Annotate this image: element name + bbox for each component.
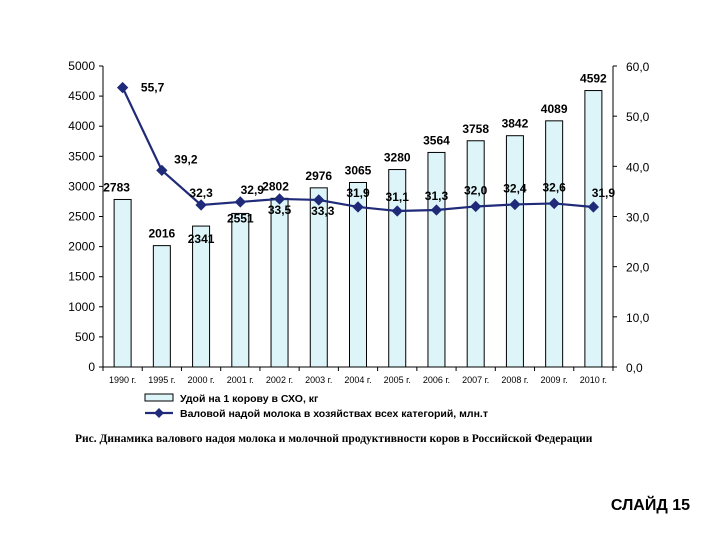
- left-tick-label: 1500: [68, 270, 95, 284]
- x-tick-label: 2004 г.: [344, 375, 371, 385]
- bar: [427, 151, 446, 368]
- x-tick-label: 2008 г.: [501, 375, 528, 385]
- right-tick-label: 60,0: [626, 60, 650, 74]
- bar-data-label: 3758: [462, 122, 489, 136]
- x-tick-label: 2002 г.: [266, 375, 293, 385]
- right-tick-label: 30,0: [626, 211, 650, 225]
- bar-data-label: 2341: [188, 232, 215, 246]
- line-data-label: 39,2: [174, 152, 198, 166]
- bar: [231, 212, 250, 368]
- line-data-label: 32,0: [464, 183, 488, 197]
- left-tick-label: 4000: [68, 119, 95, 133]
- right-tick-label: 40,0: [626, 160, 650, 174]
- bar: [545, 120, 564, 368]
- bar-data-label: 3280: [384, 151, 411, 165]
- right-tick-label: 50,0: [626, 110, 650, 124]
- bar-data-label: 2783: [103, 180, 130, 194]
- line-data-label: 31,1: [386, 190, 410, 204]
- bar: [270, 197, 289, 368]
- x-tick-label: 2009 г.: [541, 375, 568, 385]
- left-tick-label: 2000: [68, 240, 95, 254]
- line-marker: [313, 194, 325, 206]
- x-tick-label: 2000 г.: [187, 375, 214, 385]
- axes-layer: 0 500 1000 1500 2000 2500 3000 3500 4000 4500 5000…: [68, 59, 649, 385]
- x-tick-label: 2007 г.: [462, 375, 489, 385]
- legend-label-line: Валовой надой молока в хозяйствах всех к…: [180, 408, 488, 420]
- line-marker: [352, 201, 364, 213]
- line-data-label: 32,3: [189, 186, 213, 200]
- x-tick-label: 1995 г.: [148, 375, 175, 385]
- line-data-label: 33,3: [311, 204, 335, 218]
- line-data-label: 31,9: [346, 186, 370, 200]
- line-data-label: 31,9: [592, 186, 616, 200]
- left-tick-label: 5000: [68, 59, 95, 73]
- x-tick-label: 2005 г.: [384, 375, 411, 385]
- x-tick-label: 2006 г.: [423, 375, 450, 385]
- x-tick-label: 2010 г.: [580, 375, 607, 385]
- line-marker: [548, 197, 560, 210]
- slide-number: СЛАЙД 15: [610, 497, 690, 514]
- bar-data-label: 4592: [580, 72, 607, 86]
- line-marker: [273, 193, 286, 205]
- left-tick-label: 0: [88, 360, 95, 374]
- bar: [152, 245, 171, 368]
- bar-data-label: 2551: [227, 211, 254, 225]
- x-tick-label: 1990 г.: [109, 375, 136, 385]
- legend-marker-line: [154, 408, 164, 418]
- line-marker: [430, 204, 443, 216]
- bar-data-label: 3564: [423, 133, 450, 147]
- x-tick-label: 2003 г.: [305, 375, 332, 385]
- bar-data-label: 2016: [148, 227, 175, 241]
- line-marker: [391, 205, 403, 217]
- line-marker: [156, 164, 168, 177]
- right-tick-label: 0,0: [626, 361, 643, 375]
- line-data-label: 32,9: [241, 183, 265, 197]
- bars-layer: [113, 90, 603, 368]
- line-layer: [116, 81, 600, 217]
- line-marker: [234, 196, 246, 208]
- legend-label-bars: Удой на 1 корову в СХО, кг: [180, 393, 319, 405]
- data-labels-layer: 2783 2016 2341 2551 2802 2976 3065 3280 3564 3758…: [103, 72, 615, 247]
- line-data-label: 32,4: [503, 181, 527, 195]
- line-data-label: 55,7: [141, 81, 165, 95]
- legend: Удой на 1 корову в СХО, кг Валовой надой …: [144, 393, 488, 420]
- bar: [466, 140, 485, 368]
- bar: [505, 135, 524, 368]
- left-tick-label: 3500: [68, 149, 95, 163]
- bar: [192, 225, 211, 368]
- line-marker: [116, 81, 129, 94]
- left-tick-label: 500: [75, 330, 95, 344]
- bar-data-label: 3065: [345, 163, 372, 177]
- left-tick-label: 1000: [68, 300, 95, 314]
- line-data-label: 33,5: [268, 203, 292, 217]
- figure-caption: Рис. Динамика валового надоя молока и мо…: [75, 433, 593, 445]
- bar-data-label: 4089: [541, 102, 568, 116]
- bar-data-label: 2976: [305, 169, 332, 183]
- bar-data-label: 2802: [262, 179, 289, 193]
- right-tick-label: 10,0: [626, 311, 650, 325]
- left-tick-label: 3000: [68, 179, 95, 193]
- bar: [584, 90, 603, 368]
- line-marker: [470, 200, 482, 213]
- line-data-label: 32,6: [542, 180, 566, 194]
- left-tick-label: 2500: [68, 210, 95, 224]
- bar-data-label: 3842: [502, 117, 529, 131]
- left-tick-label: 4500: [68, 89, 95, 103]
- x-tick-label: 2001 г.: [227, 375, 254, 385]
- line-data-label: 31,3: [425, 189, 449, 203]
- line-marker: [195, 199, 207, 211]
- line-marker: [587, 201, 600, 213]
- right-tick-label: 20,0: [626, 261, 650, 275]
- bar: [113, 198, 132, 368]
- legend-swatch-bars: [144, 393, 174, 402]
